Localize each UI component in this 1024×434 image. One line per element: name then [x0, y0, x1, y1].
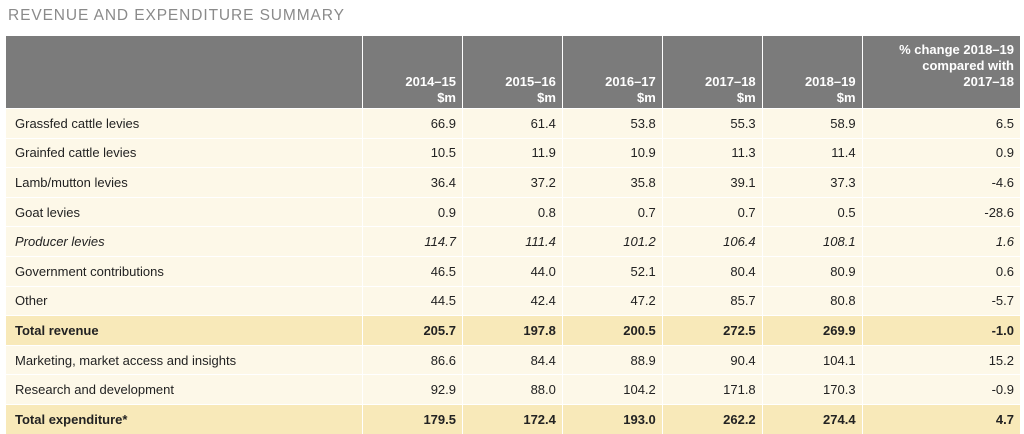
cell-pct-change: -28.6 — [861, 196, 1020, 227]
row-label: Producer levies — [6, 226, 363, 257]
cell-2015-16: 42.4 — [462, 285, 563, 316]
cell-2015-16: 44.0 — [462, 255, 563, 287]
cell-2016-17: 47.2 — [561, 285, 663, 316]
cell-2018-19: 104.1 — [761, 344, 863, 375]
cell-2015-16: 0.8 — [462, 196, 563, 227]
cell-2018-19: 37.3 — [761, 167, 863, 198]
cell-2015-16: 11.9 — [462, 137, 563, 168]
cell-2014-15: 92.9 — [362, 374, 463, 405]
cell-2016-17: 0.7 — [561, 196, 663, 227]
cell-pct-change: 0.6 — [861, 255, 1020, 287]
cell-2015-16: 111.4 — [462, 226, 563, 257]
row-label: Total expenditure* — [6, 403, 363, 434]
row-label: Marketing, market access and insights — [6, 344, 363, 375]
column-header-pct-change: % change 2018–19 compared with 2017–18 — [861, 36, 1020, 109]
cell-2014-15: 205.7 — [362, 315, 463, 346]
cell-2014-15: 10.5 — [362, 137, 463, 168]
cell-pct-change: -4.6 — [861, 167, 1020, 198]
cell-2018-19: 108.1 — [761, 226, 863, 257]
table-row: Marketing, market access and insights 86.… — [6, 344, 1020, 375]
table-row: Lamb/mutton levies 36.4 37.2 35.8 39.1 37.3 -4… — [6, 167, 1020, 198]
cell-2016-17: 52.1 — [561, 255, 663, 287]
cell-2018-19: 170.3 — [761, 374, 863, 405]
cell-2017-18: 272.5 — [661, 315, 763, 346]
column-header-2014-15: 2014–15 $m — [362, 36, 463, 109]
table-row: Grassfed cattle levies 66.9 61.4 53.8 55.3 58… — [6, 108, 1020, 139]
cell-2018-19: 58.9 — [761, 108, 863, 139]
cell-2016-17: 200.5 — [561, 315, 663, 346]
column-header-2017-18: 2017–18 $m — [661, 36, 763, 109]
cell-2016-17: 88.9 — [561, 344, 663, 375]
cell-2016-17: 35.8 — [561, 167, 663, 198]
cell-2014-15: 114.7 — [362, 226, 463, 257]
cell-2014-15: 179.5 — [362, 403, 463, 434]
cell-2015-16: 37.2 — [462, 167, 563, 198]
cell-pct-change: 1.6 — [861, 226, 1020, 257]
cell-2017-18: 262.2 — [661, 403, 763, 434]
cell-2014-15: 44.5 — [362, 285, 463, 316]
cell-pct-change: -5.7 — [861, 285, 1020, 316]
cell-pct-change: 15.2 — [861, 344, 1020, 375]
cell-2017-18: 106.4 — [661, 226, 763, 257]
cell-2016-17: 53.8 — [561, 108, 663, 139]
cell-2016-17: 193.0 — [561, 403, 663, 434]
cell-2015-16: 172.4 — [462, 403, 563, 434]
row-label: Grainfed cattle levies — [6, 137, 363, 168]
column-header-2015-16: 2015–16 $m — [462, 36, 563, 109]
revenue-expenditure-table: 2014–15 $m 2015–16 $m 2016–17 $m 2017–18 $m … — [6, 36, 1020, 434]
cell-2017-18: 11.3 — [661, 137, 763, 168]
row-label: Other — [6, 285, 363, 316]
table-title: REVENUE AND EXPENDITURE SUMMARY — [8, 7, 345, 24]
cell-2017-18: 39.1 — [661, 167, 763, 198]
cell-2017-18: 0.7 — [661, 196, 763, 227]
column-header-2016-17: 2016–17 $m — [561, 36, 663, 109]
cell-2016-17: 10.9 — [561, 137, 663, 168]
cell-2017-18: 80.4 — [661, 255, 763, 287]
cell-2017-18: 90.4 — [661, 344, 763, 375]
cell-2015-16: 197.8 — [462, 315, 563, 346]
table-row: Research and development 92.9 88.0 104.2 171… — [6, 374, 1020, 405]
table-body: Grassfed cattle levies 66.9 61.4 53.8 55.3 58… — [6, 108, 1020, 434]
cell-2017-18: 171.8 — [661, 374, 763, 405]
row-label: Research and development — [6, 374, 363, 405]
total-row: Total revenue 205.7 197.8 200.5 272.5 269.9 -1… — [6, 315, 1020, 346]
table-row: Other 44.5 42.4 47.2 85.7 80.8 -5.7 — [6, 285, 1020, 316]
cell-2017-18: 85.7 — [661, 285, 763, 316]
row-label: Lamb/mutton levies — [6, 167, 363, 198]
cell-2018-19: 11.4 — [761, 137, 863, 168]
header-row: 2014–15 $m 2015–16 $m 2016–17 $m 2017–18 $m … — [6, 36, 1020, 109]
cell-pct-change: -0.9 — [861, 374, 1020, 405]
cell-2018-19: 274.4 — [761, 403, 863, 434]
cell-pct-change: -1.0 — [861, 315, 1020, 346]
cell-pct-change: 4.7 — [861, 403, 1020, 434]
cell-2016-17: 104.2 — [561, 374, 663, 405]
header-label-cell — [6, 36, 363, 109]
cell-2014-15: 36.4 — [362, 167, 463, 198]
row-label: Grassfed cattle levies — [6, 108, 363, 139]
cell-2018-19: 269.9 — [761, 315, 863, 346]
row-label: Goat levies — [6, 196, 363, 227]
cell-2017-18: 55.3 — [661, 108, 763, 139]
cell-2014-15: 86.6 — [362, 344, 463, 375]
column-header-2018-19: 2018–19 $m — [761, 36, 863, 109]
cell-pct-change: 6.5 — [861, 108, 1020, 139]
table-row: Grainfed cattle levies 10.5 11.9 10.9 11.3 11… — [6, 137, 1020, 168]
table-row: Goat levies 0.9 0.8 0.7 0.7 0.5 -28.6 — [6, 196, 1020, 227]
cell-pct-change: 0.9 — [861, 137, 1020, 168]
cell-2014-15: 46.5 — [362, 255, 463, 287]
cell-2014-15: 66.9 — [362, 108, 463, 139]
cell-2018-19: 80.9 — [761, 255, 863, 287]
cell-2018-19: 0.5 — [761, 196, 863, 227]
total-row: Total expenditure* 179.5 172.4 193.0 262.2 27… — [6, 403, 1020, 434]
cell-2018-19: 80.8 — [761, 285, 863, 316]
cell-2015-16: 88.0 — [462, 374, 563, 405]
table-row: Government contributions 46.5 44.0 52.1 80.4… — [6, 255, 1020, 287]
row-label: Total revenue — [6, 315, 363, 346]
cell-2016-17: 101.2 — [561, 226, 663, 257]
row-label: Government contributions — [6, 255, 363, 287]
cell-2015-16: 61.4 — [462, 108, 563, 139]
cell-2015-16: 84.4 — [462, 344, 563, 375]
cell-2014-15: 0.9 — [362, 196, 463, 227]
table-row: Producer levies 114.7 111.4 101.2 106.4 108.1… — [6, 226, 1020, 257]
